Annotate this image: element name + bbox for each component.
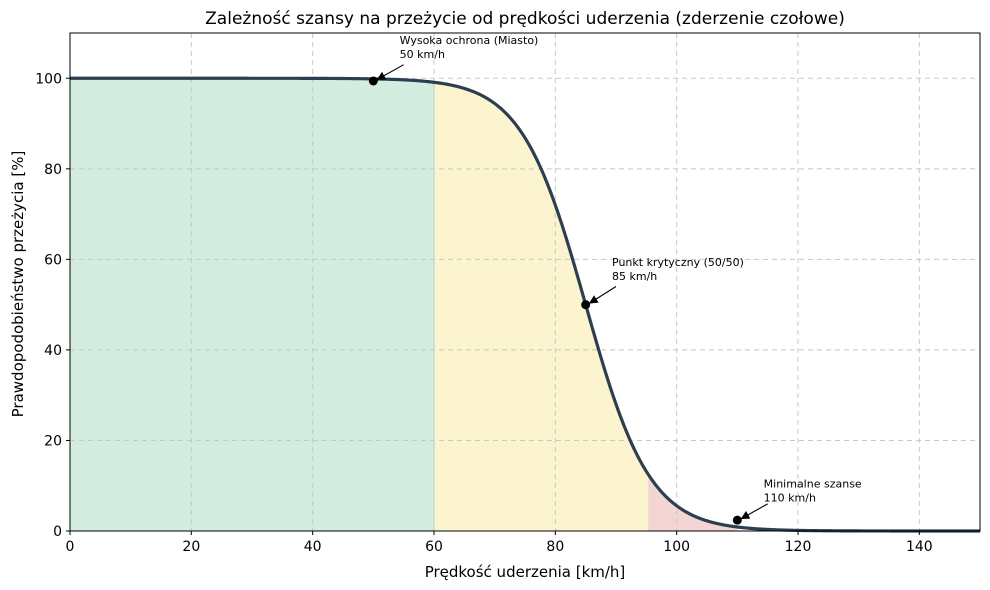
annotation-point xyxy=(581,300,591,310)
y-tick-label: 40 xyxy=(44,343,62,359)
annotation-label: Minimalne szanse 110 km/h xyxy=(764,478,862,505)
annotation-label-line2: 50 km/h xyxy=(400,48,445,61)
chart-title: Zależność szansy na przeżycie od prędkoś… xyxy=(205,9,845,29)
x-tick-label: 0 xyxy=(66,539,75,555)
annotations-layer: Wysoka ochrona (Miasto) 50 km/h Punkt kryt… xyxy=(368,34,862,525)
annotation-label-line1: Wysoka ochrona (Miasto) xyxy=(400,34,539,47)
grid-layer xyxy=(70,33,980,531)
x-axis-ticks: 0 20 40 60 80 100 120 140 xyxy=(66,531,933,555)
annotation-point xyxy=(368,76,378,86)
annotation-label-line1: Punkt krytyczny (50/50) xyxy=(612,256,744,269)
x-tick-label: 100 xyxy=(663,539,690,555)
annotation-arrow xyxy=(588,286,617,304)
y-tick-label: 20 xyxy=(44,433,62,449)
y-axis-ticks: 0 20 40 60 80 100 xyxy=(35,71,70,540)
x-tick-label: 20 xyxy=(182,539,200,555)
plot-area: Wysoka ochrona (Miasto) 50 km/h Punkt kryt… xyxy=(69,32,981,533)
annotation-label-line2: 85 km/h xyxy=(612,270,657,283)
annotation-label: Punkt krytyczny (50/50) 85 km/h xyxy=(612,256,744,283)
y-axis-label: Prawdopodobieństwo przeżycia [%] xyxy=(9,151,27,418)
zone-niebezpieczna xyxy=(648,474,738,531)
x-tick-label: 120 xyxy=(785,539,812,555)
y-tick-label: 60 xyxy=(44,252,62,268)
annotation-point xyxy=(732,515,742,525)
annotation-label-line2: 110 km/h xyxy=(764,492,816,505)
plot-frame xyxy=(69,32,981,532)
x-tick-label: 60 xyxy=(425,539,443,555)
zones-layer xyxy=(70,78,738,532)
zone-bezpieczna xyxy=(70,78,434,532)
annotation-arrow xyxy=(740,503,768,520)
y-tick-label: 80 xyxy=(44,162,62,178)
x-tick-label: 80 xyxy=(546,539,564,555)
y-tick-label: 0 xyxy=(53,524,62,540)
annotation-arrow xyxy=(376,64,404,80)
annotation-label: Wysoka ochrona (Miasto) 50 km/h xyxy=(400,34,539,61)
annotation-label-line1: Minimalne szanse xyxy=(764,478,862,491)
y-tick-label: 100 xyxy=(35,71,62,87)
x-axis-label: Prędkość uderzenia [km/h] xyxy=(425,563,626,581)
x-tick-label: 40 xyxy=(304,539,322,555)
x-tick-label: 140 xyxy=(906,539,933,555)
zone-ostrzegawcza xyxy=(434,82,649,531)
